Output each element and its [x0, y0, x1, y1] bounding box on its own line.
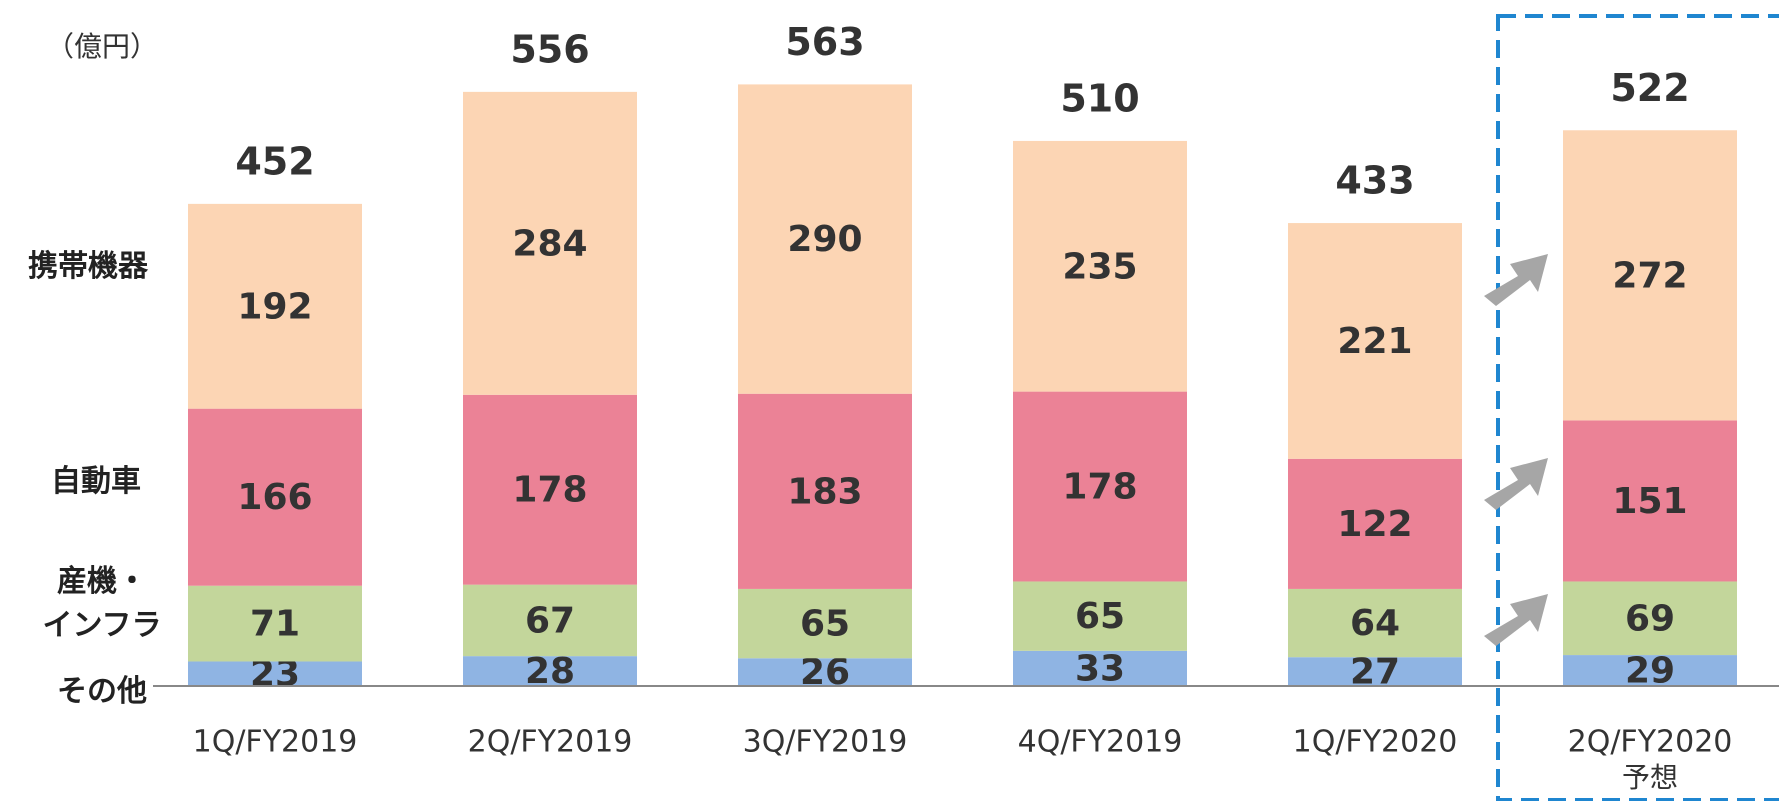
bar-segment [738, 393, 912, 589]
value-label: 284 [512, 223, 587, 264]
bar-segment [1563, 130, 1737, 421]
series-label: 産機・ インフラ [42, 564, 162, 643]
bar-segment [1288, 588, 1462, 658]
x-tick-label: 3Q/FY2019 [743, 725, 908, 760]
total-label: 452 [235, 139, 314, 183]
total-label: 433 [1335, 159, 1414, 203]
value-label: 33 [1075, 648, 1125, 689]
value-label: 151 [1612, 481, 1687, 522]
bar-segment [463, 394, 637, 585]
bar-segment [463, 656, 637, 686]
bar-segment [738, 658, 912, 686]
total-label: 522 [1610, 66, 1689, 110]
forecast-note: 予想 [1622, 761, 1678, 794]
value-label: 71 [250, 604, 300, 645]
value-label: 69 [1625, 598, 1675, 639]
value-label: 65 [800, 604, 850, 645]
arrow [1484, 594, 1548, 646]
bar-segment [738, 84, 912, 394]
value-label: 178 [512, 470, 587, 511]
value-label: 178 [1062, 467, 1137, 508]
unit-label: （億円） [46, 30, 158, 63]
value-label: 221 [1337, 321, 1412, 362]
arrow [1484, 458, 1548, 510]
value-label: 183 [787, 471, 862, 512]
total-label: 563 [785, 20, 864, 64]
series-label: 自動車 [51, 464, 141, 499]
value-label: 67 [525, 600, 575, 641]
x-tick-label: 2Q/FY2020 [1568, 725, 1733, 760]
total-label: 556 [510, 27, 589, 71]
arrow [1484, 254, 1548, 306]
value-label: 166 [237, 477, 312, 518]
value-label: 290 [787, 219, 862, 260]
value-label: 64 [1350, 603, 1400, 644]
x-tick-label: 1Q/FY2020 [1293, 725, 1458, 760]
series-label: その他 [57, 674, 147, 709]
forecast-box [1496, 14, 1779, 801]
total-label: 510 [1060, 76, 1139, 120]
x-tick-label: 1Q/FY2019 [193, 725, 358, 760]
value-label: 65 [1075, 596, 1125, 637]
bar-segment [738, 588, 912, 659]
x-tick-label: 2Q/FY2019 [468, 725, 633, 760]
bar-segment [1013, 650, 1187, 686]
value-label: 29 [1625, 651, 1675, 692]
bar-segment [1563, 655, 1737, 686]
bar-segment [188, 585, 362, 662]
bar-segment [188, 203, 362, 409]
value-label: 122 [1337, 504, 1412, 545]
series-label: 携帯機器 [28, 249, 148, 284]
value-label: 192 [237, 286, 312, 327]
bar-segment [1563, 581, 1737, 656]
bar-segment [188, 661, 362, 686]
bar-segment [1013, 391, 1187, 582]
bar-segment [188, 408, 362, 586]
bar-segment [463, 584, 637, 657]
bar-segment [1288, 458, 1462, 589]
x-tick-label: 4Q/FY2019 [1018, 725, 1183, 760]
bar-segment [1013, 581, 1187, 651]
bar-segment [1288, 223, 1462, 459]
bar-segment [1288, 657, 1462, 686]
bar-segment [1013, 140, 1187, 392]
bar-segment [1563, 420, 1737, 582]
value-label: 272 [1612, 255, 1687, 296]
value-label: 235 [1062, 246, 1137, 287]
bar-segment [463, 91, 637, 395]
